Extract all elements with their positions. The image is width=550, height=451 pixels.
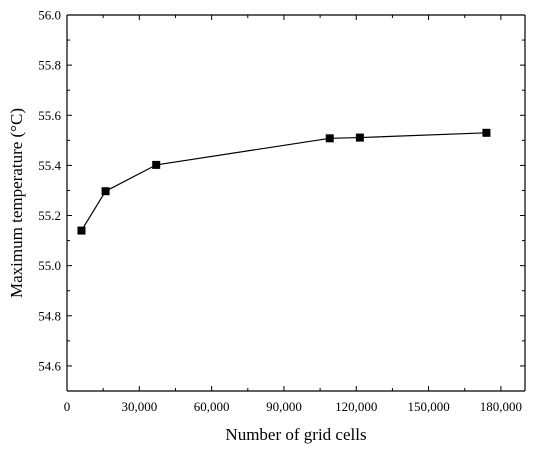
y-tick-label: 55.6: [38, 108, 61, 123]
y-tick-label: 55.4: [38, 158, 61, 173]
x-tick-label: 90,000: [266, 399, 302, 414]
x-axis-title: Number of grid cells: [225, 425, 366, 444]
data-point-marker: [325, 134, 334, 143]
x-tick-label: 150,000: [407, 399, 449, 414]
x-tick-label: 180,000: [480, 399, 522, 414]
y-ticks: 54.6 54.8 55.0 55.2 55.4 55.6 55.8 56.0: [38, 8, 525, 392]
x-tick-label: 30,000: [121, 399, 157, 414]
y-tick-label: 55.0: [38, 258, 61, 273]
x-tick-label: 0: [64, 399, 71, 414]
plot-frame: [66, 14, 526, 392]
x-ticks: 0 30,000 60,000 90,000 120,000 150,000 180,000: [64, 15, 522, 414]
series-layer: [77, 128, 491, 235]
x-tick-label: 60,000: [194, 399, 230, 414]
y-tick-label: 56.0: [38, 8, 61, 23]
data-point-marker: [152, 160, 161, 169]
y-tick-label: 55.8: [38, 58, 61, 73]
y-tick-label: 55.2: [38, 208, 61, 223]
data-point-marker: [77, 226, 86, 235]
data-point-marker: [101, 187, 110, 196]
y-axis-title: Maximum temperature (°C): [7, 108, 26, 298]
data-point-marker: [482, 128, 491, 137]
y-tick-label: 54.8: [38, 308, 61, 323]
x-tick-label: 120,000: [335, 399, 377, 414]
data-point-marker: [355, 133, 364, 142]
series-line: [80, 132, 487, 231]
y-tick-label: 54.6: [38, 358, 61, 373]
